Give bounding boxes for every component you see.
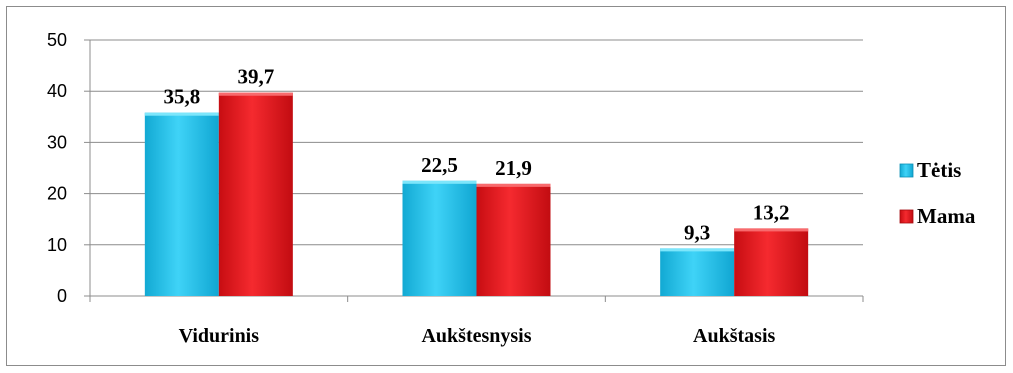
y-tick-label: 30	[47, 132, 67, 152]
category-label: Aukštesnysis	[421, 325, 531, 347]
bar-mama	[218, 92, 293, 297]
data-label: 13,2	[753, 200, 790, 224]
bar-top-highlight	[476, 183, 551, 187]
bar-tetis	[402, 180, 477, 296]
category-label: Vidurinis	[179, 325, 260, 347]
legend-label-tetis: Tėtis	[917, 158, 961, 182]
legend: Tėtis Mama	[899, 158, 976, 228]
data-label: 9,3	[684, 220, 710, 244]
bar-mama	[476, 183, 551, 296]
legend-swatch-tetis	[899, 163, 914, 178]
data-label: 39,7	[237, 65, 274, 89]
legend-label-mama: Mama	[917, 204, 976, 228]
y-tick-label: 40	[47, 81, 67, 101]
legend-swatch-mama	[899, 209, 914, 224]
bar-tetis	[144, 112, 219, 296]
y-tick-label: 0	[57, 286, 67, 306]
bar-mama	[734, 228, 809, 296]
bar-tetis	[660, 248, 735, 296]
bars	[144, 92, 809, 297]
category-label: Aukštasis	[693, 325, 775, 347]
y-tick-label: 50	[47, 30, 67, 50]
bar-top-highlight	[734, 228, 809, 232]
y-tick-label: 20	[47, 184, 67, 204]
bar-top-highlight	[144, 112, 219, 116]
bar-top-highlight	[660, 248, 735, 252]
bar-top-highlight	[402, 180, 477, 184]
data-label: 22,5	[421, 153, 458, 177]
data-label: 35,8	[163, 85, 200, 109]
bar-top-highlight	[218, 92, 293, 96]
y-tick-label: 10	[47, 235, 67, 255]
data-label: 21,9	[495, 156, 532, 180]
labels: 35,8 39,7 Vidurinis 22,5 21,9 Aukštesnysis 9,3…	[163, 65, 789, 347]
